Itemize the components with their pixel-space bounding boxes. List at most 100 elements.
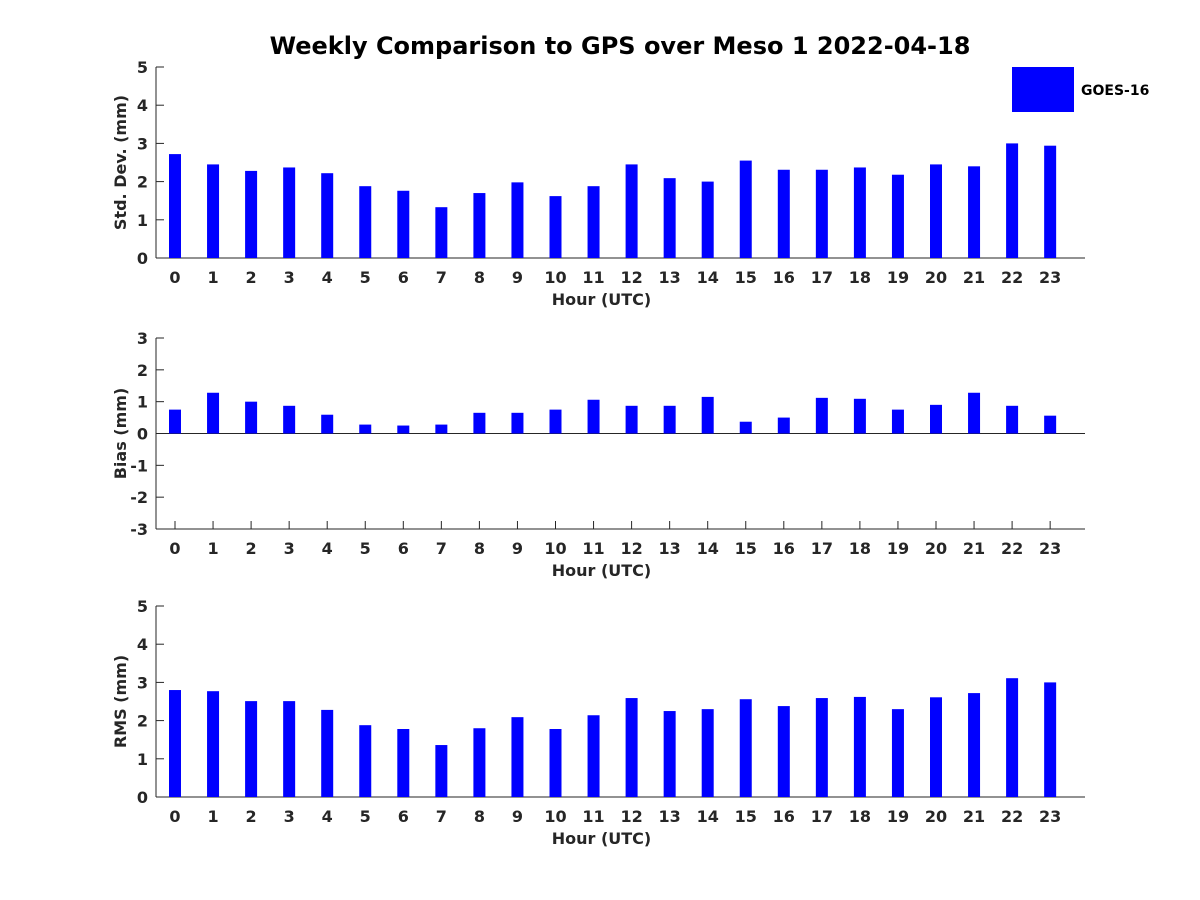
bar-hour-18 (853, 167, 866, 258)
bar-hour-11 (587, 399, 600, 434)
bar-hour-13 (663, 405, 676, 434)
bar-hour-9 (511, 182, 524, 258)
bar-hour-19 (891, 174, 904, 258)
bar-hour-23 (1044, 145, 1057, 258)
bar-hour-20 (930, 164, 942, 258)
x-tick-label: 11 (582, 807, 604, 826)
y-tick-label: 2 (137, 361, 148, 380)
x-tick-label: 23 (1039, 539, 1061, 558)
x-tick-label: 15 (735, 807, 757, 826)
bar-hour-1 (207, 392, 220, 434)
bar-hour-5 (359, 424, 372, 434)
bar-hour-10 (549, 196, 562, 258)
x-tick-label: 12 (620, 539, 642, 558)
bar-hour-3 (283, 701, 296, 797)
x-tick-label: 16 (773, 807, 795, 826)
y-tick-label: -3 (130, 520, 148, 539)
x-tick-label: 8 (474, 539, 485, 558)
x-tick-label: 14 (697, 539, 719, 558)
x-tick-label: 15 (735, 268, 757, 287)
x-tick-label: 13 (659, 539, 681, 558)
x-tick-label: 11 (582, 539, 604, 558)
y-tick-label: 5 (137, 58, 148, 77)
bar-hour-8 (473, 728, 486, 797)
x-tick-label: 6 (398, 807, 409, 826)
bar-hour-1 (207, 164, 220, 258)
x-axis-label: Hour (UTC) (552, 829, 652, 848)
x-tick-label: 20 (925, 539, 947, 558)
bar-hour-5 (359, 186, 372, 258)
x-axis-label: Hour (UTC) (552, 561, 652, 580)
x-tick-label: 5 (360, 268, 371, 287)
x-tick-label: 9 (512, 807, 523, 826)
bar-hour-6 (397, 425, 410, 434)
x-tick-label: 19 (887, 268, 909, 287)
x-tick-label: 9 (512, 268, 523, 287)
x-tick-label: 17 (811, 807, 833, 826)
x-tick-label: 4 (322, 268, 333, 287)
x-tick-label: 7 (436, 539, 447, 558)
bar-hour-14 (701, 709, 714, 797)
x-tick-label: 21 (963, 807, 985, 826)
y-axis-label: Bias (mm) (111, 388, 130, 480)
x-tick-label: 5 (360, 539, 371, 558)
x-tick-label: 20 (925, 268, 947, 287)
x-tick-label: 0 (169, 807, 180, 826)
x-tick-label: 5 (360, 807, 371, 826)
x-tick-label: 2 (246, 268, 257, 287)
bar-hour-15 (739, 421, 752, 434)
y-tick-label: 3 (137, 329, 148, 348)
x-tick-label: 10 (544, 539, 566, 558)
x-tick-label: 21 (963, 539, 985, 558)
bar-hour-7 (435, 424, 448, 434)
x-tick-label: 16 (773, 539, 795, 558)
x-tick-label: 12 (620, 807, 642, 826)
bar-hour-1 (207, 691, 220, 797)
bar-hour-17 (815, 169, 828, 258)
x-tick-label: 23 (1039, 807, 1061, 826)
y-tick-label: 4 (137, 635, 148, 654)
bar-hour-10 (549, 409, 562, 434)
x-tick-label: 6 (398, 268, 409, 287)
bar-hour-22 (1006, 405, 1019, 434)
bar-hour-12 (625, 405, 638, 434)
x-tick-label: 14 (697, 268, 719, 287)
bar-hour-14 (701, 396, 714, 434)
bar-hour-6 (397, 729, 410, 797)
x-tick-label: 14 (697, 807, 719, 826)
x-tick-label: 7 (436, 807, 447, 826)
x-tick-label: 6 (398, 539, 409, 558)
x-tick-label: 18 (849, 807, 871, 826)
bar-hour-23 (1044, 682, 1057, 797)
y-axis-label: Std. Dev. (mm) (111, 95, 130, 230)
bar-hour-4 (321, 414, 334, 434)
bar-hour-17 (815, 698, 828, 797)
x-tick-label: 7 (436, 268, 447, 287)
x-tick-label: 2 (246, 807, 257, 826)
x-tick-label: 13 (659, 807, 681, 826)
x-tick-label: 3 (284, 539, 295, 558)
y-tick-label: 1 (137, 393, 148, 412)
x-tick-label: 9 (512, 539, 523, 558)
x-tick-label: 1 (207, 539, 218, 558)
y-tick-label: 4 (137, 96, 148, 115)
x-tick-label: 8 (474, 807, 485, 826)
bar-hour-2 (245, 170, 258, 258)
bar-hour-0 (169, 690, 181, 797)
y-tick-label: 5 (137, 597, 148, 616)
y-tick-label: 2 (137, 712, 148, 731)
x-tick-label: 8 (474, 268, 485, 287)
bar-hour-19 (891, 409, 904, 434)
x-tick-label: 22 (1001, 268, 1023, 287)
bar-hour-18 (853, 696, 866, 797)
x-tick-label: 19 (887, 807, 909, 826)
x-tick-label: 21 (963, 268, 985, 287)
bar-hour-21 (968, 693, 981, 797)
x-tick-label: 15 (735, 539, 757, 558)
bar-hour-16 (777, 706, 790, 797)
bar-hour-6 (397, 190, 410, 258)
